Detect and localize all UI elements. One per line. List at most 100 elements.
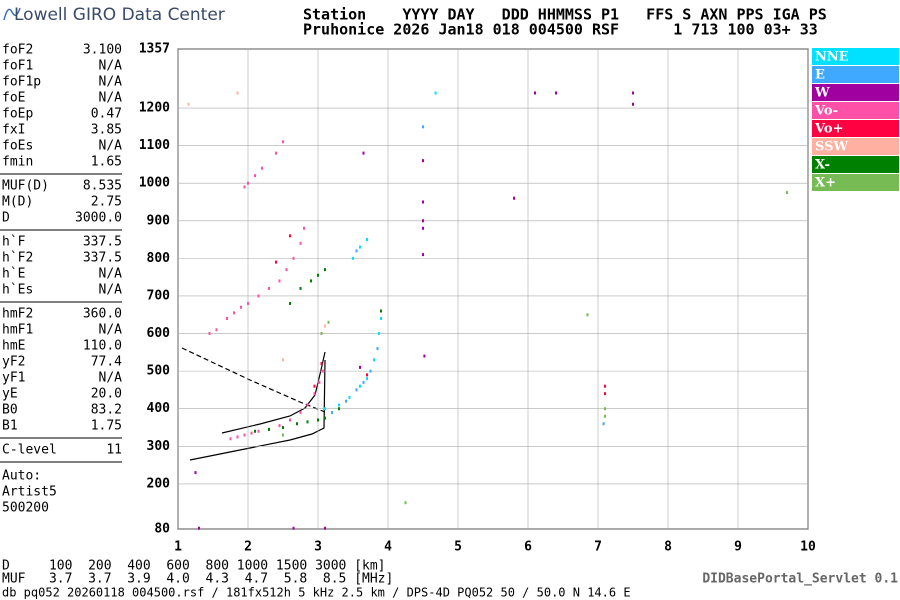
point — [317, 273, 319, 277]
point — [324, 324, 326, 328]
auto-label: 500200 — [2, 501, 49, 516]
point — [422, 226, 424, 230]
point — [348, 395, 351, 399]
legend-swatch — [812, 66, 899, 83]
param-name: hmE — [2, 339, 25, 354]
muf-row: D 100 200 400 600 800 1000 1500 3000 [km… — [2, 559, 386, 574]
model-profile — [181, 347, 326, 461]
point — [194, 471, 197, 475]
param-name: foEs — [2, 139, 33, 154]
point — [359, 245, 361, 249]
point — [632, 91, 634, 95]
param-name: foEp — [2, 107, 33, 122]
point — [422, 200, 424, 204]
point — [292, 526, 295, 530]
point — [296, 422, 298, 426]
param-value: 0.47 — [91, 107, 122, 122]
y-tick-label: 1357 — [139, 42, 170, 57]
x-tick-label: 10 — [800, 540, 816, 555]
param-value: N/A — [99, 59, 123, 74]
param-value: N/A — [99, 139, 123, 154]
point — [236, 435, 239, 439]
legend-label: SSW — [815, 140, 848, 155]
param-value: 110.0 — [83, 339, 122, 354]
y-tick-label: 200 — [147, 476, 171, 491]
point — [320, 362, 323, 366]
param-value: 11 — [106, 443, 122, 458]
point — [289, 301, 291, 305]
point — [324, 526, 326, 530]
param-value: 77.4 — [91, 355, 122, 370]
point — [362, 380, 365, 384]
param-name: yE — [2, 387, 18, 402]
point — [317, 418, 319, 422]
point — [247, 301, 249, 305]
param-value: 83.2 — [91, 403, 122, 418]
point — [373, 358, 375, 362]
x-tick-label: 4 — [384, 540, 392, 555]
point — [257, 429, 260, 433]
point — [586, 313, 589, 317]
y-tick-label: 900 — [147, 213, 171, 228]
point — [366, 377, 368, 381]
param-value: N/A — [99, 283, 123, 298]
point — [324, 268, 326, 272]
x-tick-label: 1 — [174, 540, 182, 555]
point — [313, 392, 316, 396]
point — [604, 384, 606, 388]
param-name: foF1 — [2, 59, 33, 74]
plot-frame — [177, 48, 809, 530]
param-name: foF1p — [2, 75, 41, 90]
point — [338, 407, 340, 411]
point — [366, 238, 368, 242]
param-value: N/A — [99, 75, 123, 90]
point — [355, 249, 358, 253]
point — [359, 365, 361, 369]
param-value: 360.0 — [83, 307, 122, 322]
param-value: N/A — [99, 267, 123, 282]
y-tick-label: 1100 — [139, 138, 170, 153]
point — [513, 196, 515, 200]
point — [289, 234, 291, 238]
logo-icon — [3, 7, 21, 21]
param-value: 337.5 — [83, 251, 122, 266]
point — [534, 91, 536, 95]
point — [289, 418, 291, 422]
point — [345, 399, 347, 403]
point — [422, 253, 424, 257]
point — [313, 384, 316, 388]
point — [229, 437, 232, 441]
param-name: B0 — [2, 403, 18, 418]
point — [275, 260, 277, 264]
param-value: 3.100 — [83, 43, 122, 58]
point — [250, 431, 253, 435]
auto-label: Artist5 — [2, 485, 57, 500]
legend-swatch — [812, 156, 899, 173]
param-name: yF1 — [2, 371, 25, 386]
point — [555, 91, 557, 95]
point — [282, 358, 284, 362]
point — [377, 332, 380, 336]
point — [310, 279, 312, 283]
point — [632, 102, 634, 106]
param-value: N/A — [99, 371, 123, 386]
y-tick-label: 400 — [147, 401, 171, 416]
y-tick-label: 800 — [147, 251, 171, 266]
point — [282, 433, 284, 437]
param-value: N/A — [99, 91, 123, 106]
legend-label: Vo- — [814, 104, 838, 119]
legend-label: E — [815, 68, 825, 83]
point — [198, 526, 200, 530]
point — [422, 159, 424, 163]
param-name: hmF2 — [2, 307, 33, 322]
point — [208, 332, 211, 336]
y-tick-label: 80 — [154, 522, 170, 537]
point — [282, 140, 284, 144]
y-tick-label: 300 — [147, 439, 171, 454]
point — [236, 91, 239, 95]
point — [226, 317, 228, 321]
param-name: hmF1 — [2, 323, 33, 338]
param-name: h`F2 — [2, 251, 33, 266]
header-row: Pruhonice 2026 Jan18 018 004500 RSF 1 71… — [303, 21, 818, 39]
